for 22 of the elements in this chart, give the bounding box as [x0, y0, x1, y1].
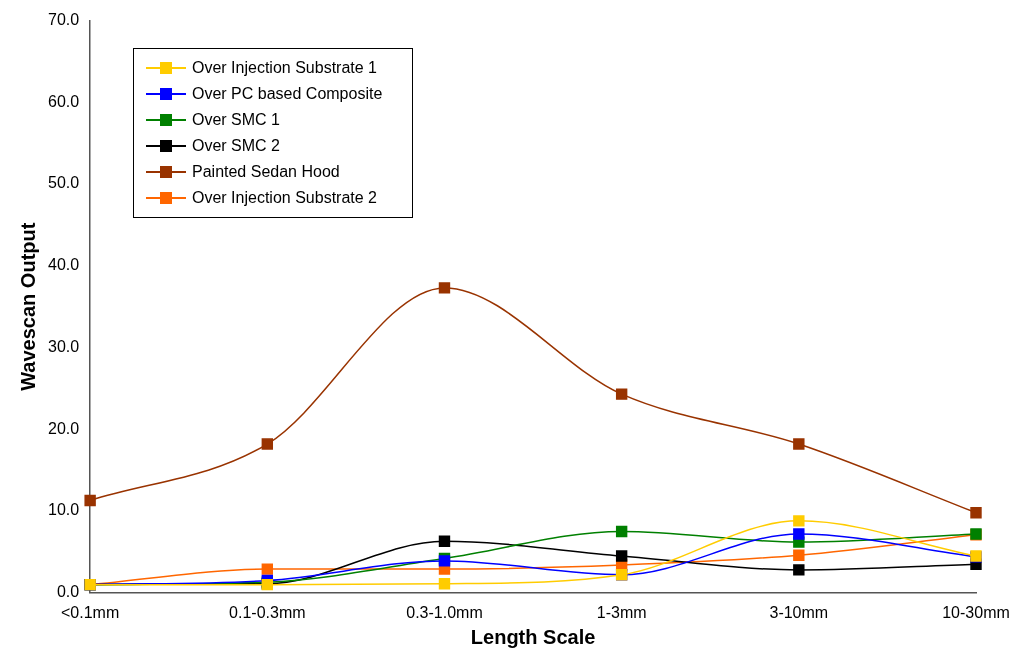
x-tick-label: 0.1-0.3mm: [229, 603, 306, 621]
y-tick-label: 70.0: [48, 11, 80, 29]
x-tick-label: 1-3mm: [596, 603, 647, 621]
y-tick-label: 60.0: [48, 92, 80, 110]
x-axis-title: Length Scale: [470, 625, 596, 648]
legend-label: Over SMC 2: [192, 137, 281, 155]
y-tick-label: 20.0: [48, 419, 80, 437]
y-axis-title: Wavescan Output: [16, 222, 39, 391]
legend-label: Over SMC 1: [192, 111, 281, 129]
legend-label: Over Injection Substrate 2: [192, 189, 377, 207]
x-tick-label: 10-30mm: [942, 603, 1010, 621]
y-tick-label: 30.0: [48, 337, 80, 355]
x-tick-label: 3-10mm: [769, 603, 829, 621]
y-tick-label: 40.0: [48, 256, 80, 274]
legend-label: Over Injection Substrate 1: [192, 59, 377, 77]
y-tick-label: 50.0: [48, 174, 80, 192]
legend-label: Over PC based Composite: [192, 85, 383, 103]
legend-label: Painted Sedan Hood: [192, 163, 340, 181]
x-tick-label: 0.3-1.0mm: [406, 603, 483, 621]
y-tick-label: 0.0: [56, 583, 80, 601]
y-tick-label: 10.0: [48, 501, 80, 519]
x-tick-label: <0.1mm: [61, 603, 120, 621]
